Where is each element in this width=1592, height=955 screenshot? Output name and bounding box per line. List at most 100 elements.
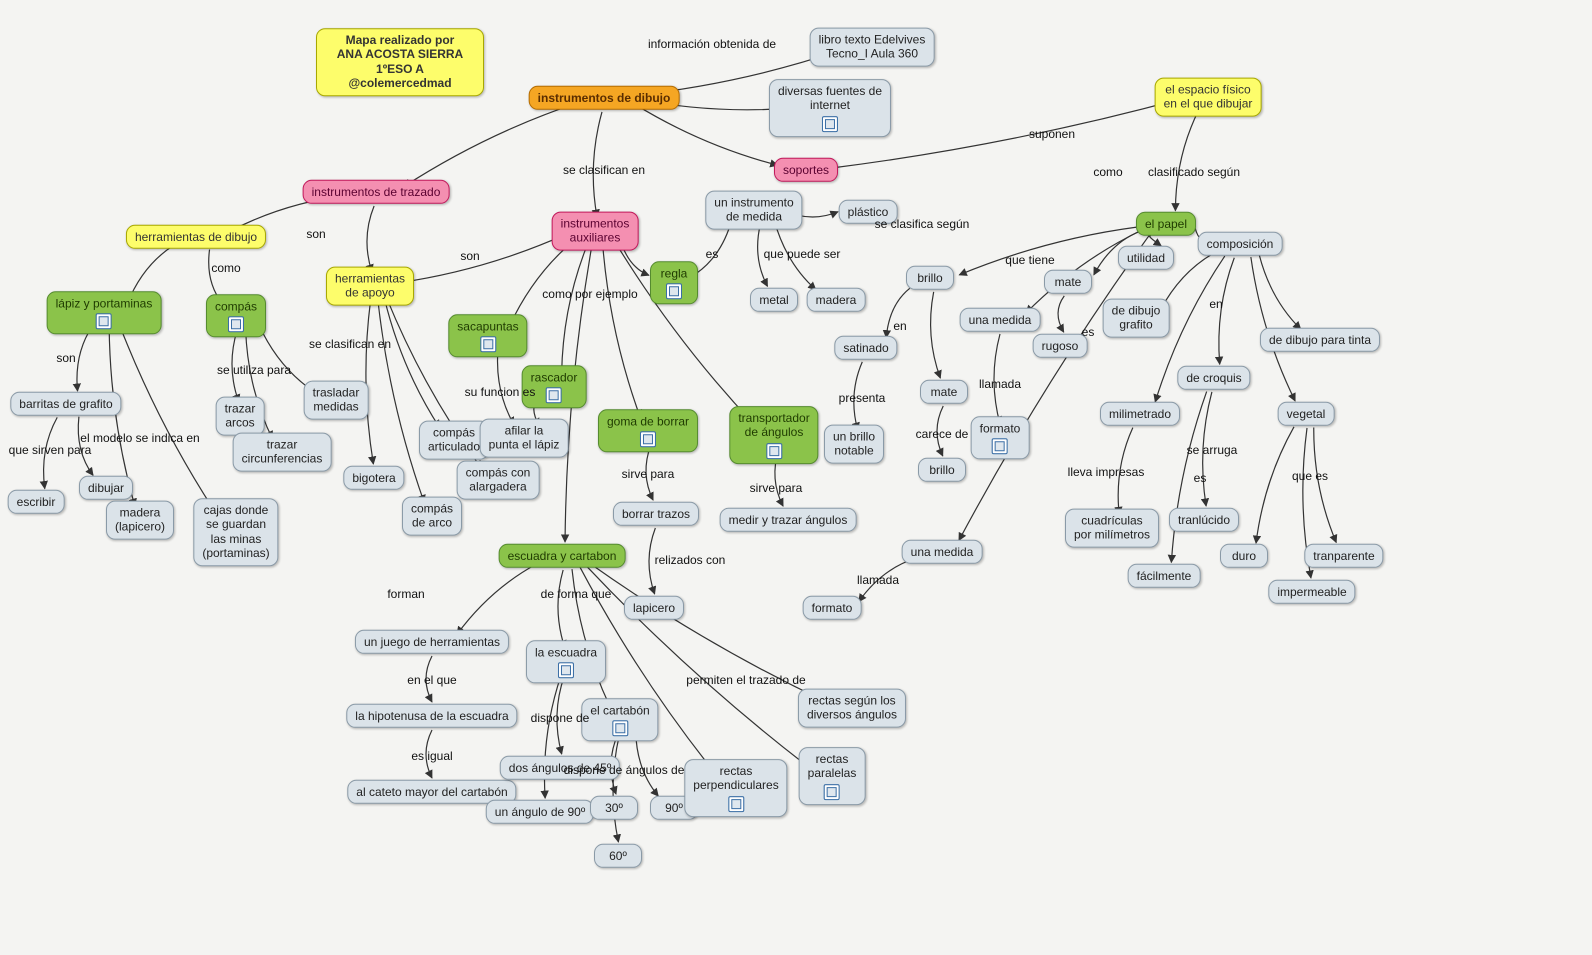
node-info2: diversas fuentes de internet — [769, 79, 891, 137]
node-lapicero2: lapicero — [624, 596, 684, 620]
node-comp: composición — [1198, 232, 1283, 256]
node-hipo: la hipotenusa de la escuadra — [346, 704, 517, 728]
node-cuadr: cuadrículas por milímetros — [1065, 509, 1159, 548]
edge-label-7: que sirven para — [9, 443, 92, 457]
node-a60: 60º — [594, 844, 642, 868]
edge-mate-rugoso — [1058, 296, 1064, 332]
node-notable: un brillo notable — [824, 425, 884, 464]
node-a30: 30º — [590, 796, 638, 820]
edge-aux-goma — [603, 245, 641, 418]
node-umedida: una medida — [902, 540, 983, 564]
edge-label-21: en — [1209, 297, 1222, 311]
node-escuadra: escuadra y cartabon — [499, 544, 626, 568]
node-juego: un juego de herramientas — [355, 630, 509, 654]
edge-root-trazado — [404, 103, 577, 186]
edge-comp-croquis — [1219, 258, 1234, 365]
node-perp: rectas perpendiculares — [684, 759, 787, 817]
edge-vegetal-transp2 — [1314, 428, 1336, 543]
node-instmed: un instrumento de medida — [705, 191, 802, 230]
edge-label-3: son — [460, 249, 479, 263]
edge-label-24: que puede ser — [764, 247, 841, 261]
node-tmed: trasladar medidas — [304, 381, 369, 420]
node-elcart: el cartabón — [581, 698, 658, 741]
edge-escuadra-laesc — [558, 570, 565, 648]
node-root: instrumentos de dibujo — [529, 86, 680, 110]
edge-label-18: se clasifica según — [875, 217, 970, 231]
edge-label-11: su funcion es — [465, 385, 536, 399]
edge-label-36: es igual — [411, 749, 452, 763]
node-tarcos: trazar arcos — [216, 397, 265, 436]
node-bigo: bigotera — [343, 466, 404, 490]
edge-escuadra-juego — [457, 564, 537, 635]
edge-papel-brillo — [959, 227, 1137, 275]
node-mate: mate — [1044, 270, 1092, 294]
node-util: utilidad — [1118, 246, 1174, 270]
node-trazado: instrumentos de trazado — [303, 180, 450, 204]
concept-map-canvas: Mapa realizado por ANA ACOSTA SIERRA 1ºE… — [0, 0, 1592, 955]
node-dibujar: dibujar — [79, 476, 133, 500]
edge-label-39: permiten el trazado de — [686, 673, 805, 687]
edge-label-1: se clasifican en — [563, 163, 645, 177]
node-apoyo: herramientas de apoyo — [326, 267, 414, 306]
edge-label-30: es — [1194, 471, 1207, 485]
node-sacap: sacapuntas — [448, 314, 527, 357]
edge-apoyo-aux — [399, 234, 566, 282]
edge-label-22: es — [1082, 325, 1095, 339]
edge-label-16: como — [1093, 165, 1122, 179]
node-herrdib: herramientas de dibujo — [126, 225, 266, 249]
edge-label-20: en — [893, 319, 906, 333]
node-mili: milimetrado — [1100, 402, 1180, 426]
node-mate2: mate — [920, 380, 968, 404]
edge-elcart-a60 — [613, 734, 620, 842]
node-barritas: barritas de grafito — [10, 392, 121, 416]
edge-label-33: forman — [387, 587, 424, 601]
node-formato2: formato — [803, 596, 862, 620]
node-escribir: escribir — [8, 490, 65, 514]
edge-label-29: lleva impresas — [1068, 465, 1145, 479]
node-brillo: brillo — [906, 266, 954, 290]
node-goma: goma de borrar — [598, 409, 698, 452]
edge-label-12: sirve para — [622, 467, 675, 481]
edge-espacio-papel — [1175, 110, 1198, 210]
edge-comp-tinta — [1259, 255, 1301, 329]
node-metal: metal — [750, 288, 798, 312]
edge-label-25: presenta — [839, 391, 886, 405]
edge-aux-rascador — [562, 245, 588, 374]
node-grafito: de dibujo grafito — [1103, 299, 1170, 338]
node-info1: libro texto Edelvives Tecno_I Aula 360 — [810, 28, 935, 67]
edge-label-26: carece de — [916, 427, 969, 441]
node-facil: fácilmente — [1128, 564, 1201, 588]
node-carbrillo: brillo — [918, 458, 966, 482]
node-cart: compás articulado — [419, 421, 489, 460]
node-aux: instrumentos auxiliares — [552, 212, 639, 251]
node-rugoso: rugoso — [1033, 334, 1088, 358]
node-cajas: cajas donde se guardan las minas (portam… — [193, 498, 278, 566]
node-espacio: el espacio físico en el que dibujar — [1155, 78, 1262, 117]
node-formato: formato — [971, 416, 1030, 459]
node-imperm: impermeable — [1268, 580, 1355, 604]
node-borrar: borrar trazos — [613, 502, 699, 526]
edge-label-38: dispone de ángulos de — [564, 763, 685, 777]
node-mad2: madera — [807, 288, 866, 312]
edge-label-13: relizados con — [655, 553, 726, 567]
edge-label-34: de forma que — [541, 587, 612, 601]
node-tcirc: trazar circunferencias — [233, 433, 332, 472]
edge-label-4: como — [211, 261, 240, 275]
edge-label-2: son — [306, 227, 325, 241]
node-carco: compás de arco — [402, 497, 462, 536]
edge-lapiz-cajas — [119, 325, 220, 520]
node-rectas: rectas según los diversos ángulos — [798, 689, 906, 728]
edge-trazado-apoyo — [367, 206, 374, 272]
node-regla: regla — [650, 261, 698, 304]
node-duro: duro — [1220, 544, 1268, 568]
edge-label-32: que es — [1292, 469, 1328, 483]
edge-label-14: sirve para — [750, 481, 803, 495]
node-vegetal: vegetal — [1278, 402, 1335, 426]
edge-root-soportes — [632, 103, 777, 166]
edge-label-28: llamada — [979, 377, 1021, 391]
edge-lapiz-barritas — [77, 326, 92, 391]
node-unamed: una medida — [960, 308, 1041, 332]
title-box: Mapa realizado por ANA ACOSTA SIERRA 1ºE… — [316, 28, 484, 96]
node-lapiz: lápiz y portaminas — [47, 291, 162, 334]
edge-label-8: el modelo se indica en — [80, 431, 199, 445]
